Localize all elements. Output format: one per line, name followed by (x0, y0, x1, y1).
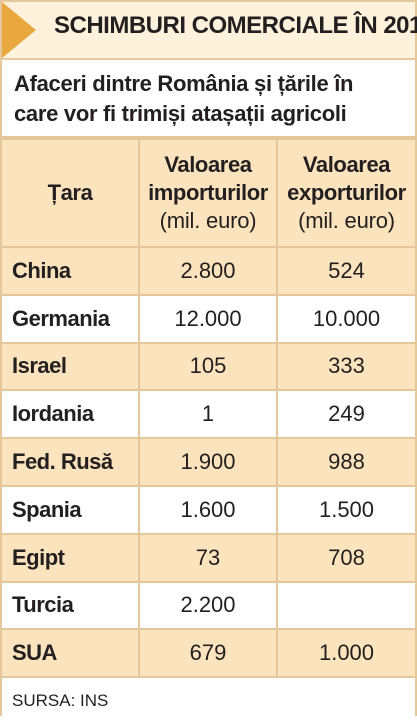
table-row: Israel 105 333 (2, 341, 415, 392)
table-row: SUA 679 1.000 (2, 628, 415, 679)
cell-country: Fed. Rusă (2, 437, 140, 487)
table-row: Iordania 1 249 (2, 389, 415, 440)
table-row: Egipt 73 708 (2, 532, 415, 583)
header-exports-unit: (mil. euro) (298, 208, 395, 233)
header-imports: Valoarea importurilor (mil. euro) (138, 138, 278, 248)
title-bar: SCHIMBURI COMERCIALE ÎN 2015 (2, 2, 417, 60)
cell-country: Germania (2, 293, 140, 344)
source-row: SURSA: INS (2, 676, 415, 723)
header-exports-line-1: Valoarea (302, 152, 391, 177)
cell-country: Iordania (2, 389, 140, 440)
trade-table: Țara Valoarea importurilor (mil. euro) V… (2, 138, 415, 723)
cell-country: Turcia (2, 580, 140, 631)
cell-imports: 679 (138, 628, 278, 679)
cell-exports: 1.000 (276, 628, 415, 679)
subtitle-line-1: Afaceri dintre România și țările în (14, 71, 354, 96)
cell-exports: 249 (276, 389, 415, 440)
cell-imports: 2.800 (138, 246, 278, 296)
cell-exports: 333 (276, 341, 415, 392)
cell-imports: 2.200 (138, 580, 278, 631)
subtitle-line-2: care vor fi trimiși atașații agricoli (14, 101, 347, 126)
title-arrow-icon (2, 2, 36, 58)
header-exports: Valoarea exporturilor (mil. euro) (276, 138, 415, 248)
cell-imports: 1.600 (138, 484, 278, 535)
header-imports-line-1: Valoarea (164, 152, 252, 177)
cell-exports: 708 (276, 532, 415, 583)
header-country-label: Țara (47, 180, 93, 205)
cell-exports (276, 580, 415, 631)
cell-exports: 988 (276, 437, 415, 487)
table-row: Spania 1.600 1.500 (2, 484, 415, 535)
cell-exports: 1.500 (276, 484, 415, 535)
header-country: Țara (2, 138, 140, 248)
table-row: Fed. Rusă 1.900 988 (2, 437, 415, 487)
cell-country: SUA (2, 628, 140, 679)
cell-exports: 10.000 (276, 293, 415, 344)
cell-exports: 524 (276, 246, 415, 296)
table-row: Germania 12.000 10.000 (2, 293, 415, 344)
header-exports-line-2: exporturilor (287, 180, 406, 205)
table-header-row: Țara Valoarea importurilor (mil. euro) V… (2, 138, 415, 248)
table-row: Turcia 2.200 (2, 580, 415, 631)
cell-country: China (2, 246, 140, 296)
cell-country: Spania (2, 484, 140, 535)
page-title: SCHIMBURI COMERCIALE ÎN 2015 (54, 12, 417, 39)
cell-imports: 12.000 (138, 293, 278, 344)
cell-imports: 1.900 (138, 437, 278, 487)
subtitle: Afaceri dintre România și țările în care… (2, 60, 415, 138)
table-row: China 2.800 524 (2, 246, 415, 296)
header-imports-unit: (mil. euro) (159, 208, 257, 233)
header-imports-line-2: importurilor (148, 180, 268, 205)
source-note: SURSA: INS (2, 676, 415, 723)
cell-imports: 73 (138, 532, 278, 583)
cell-imports: 1 (138, 389, 278, 440)
cell-country: Egipt (2, 532, 140, 583)
cell-imports: 105 (138, 341, 278, 392)
cell-country: Israel (2, 341, 140, 392)
